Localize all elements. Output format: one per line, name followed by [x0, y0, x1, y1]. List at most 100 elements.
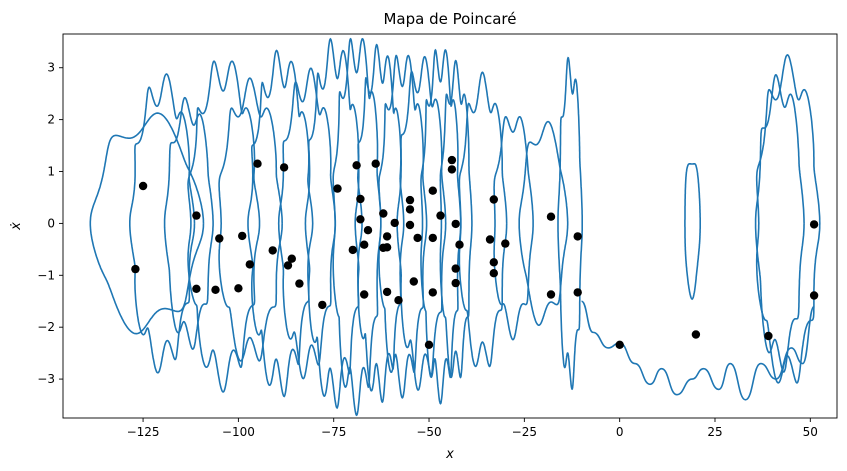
poincare-point	[360, 240, 369, 249]
poincare-point	[546, 212, 556, 221]
y-tick-label: 2	[47, 113, 55, 127]
poincare-point	[287, 254, 296, 263]
poincare-point	[215, 234, 224, 243]
poincare-point	[238, 231, 247, 241]
x-axis-label: x	[445, 447, 454, 462]
trajectory-loop-4	[218, 77, 283, 362]
poincare-point	[382, 287, 392, 297]
y-tick-label: −3	[37, 372, 55, 386]
poincare-point	[489, 195, 498, 204]
poincare-point	[363, 226, 373, 235]
poincare-point	[379, 209, 388, 218]
y-tick-label: −2	[37, 320, 55, 334]
poincare-point	[131, 264, 140, 274]
poincare-point	[424, 340, 434, 349]
poincare-point	[382, 232, 392, 241]
poincare-point	[573, 232, 582, 241]
poincare-point	[485, 235, 495, 244]
poincare-point	[405, 220, 415, 230]
trajectory-loop-17	[557, 56, 584, 391]
trajectory-loop-15	[493, 116, 534, 341]
chart-title: Mapa de Poincaré	[383, 10, 516, 28]
poincare-point	[451, 278, 460, 288]
trajectory-loop-1	[129, 73, 196, 374]
y-tick-label: 0	[47, 216, 55, 230]
poincare-point	[615, 340, 624, 349]
poincare-point	[138, 181, 148, 191]
trajectory-layer	[89, 37, 821, 417]
x-axis: −125 −100 −75 −50 −25 0 25 50	[127, 418, 818, 439]
poincare-point	[333, 184, 342, 193]
trajectory-loop-20	[755, 54, 821, 384]
poincare-point	[451, 219, 460, 229]
trajectory-loop-19	[754, 73, 805, 373]
poincare-point	[356, 194, 365, 204]
poincare-point	[428, 288, 437, 297]
trajectory-loop-3	[187, 60, 261, 393]
poincare-point	[573, 288, 582, 297]
trajectory-loop-16	[518, 120, 569, 327]
trajectory-loop-2	[163, 96, 214, 350]
poincare-point	[356, 215, 365, 224]
poincare-point	[447, 165, 457, 174]
x-tick-label: −100	[222, 425, 255, 439]
poincare-point	[234, 284, 243, 293]
poincare-point	[809, 291, 819, 300]
y-tick-label: −1	[37, 268, 55, 282]
poincare-point	[546, 290, 556, 299]
trajectory-loop-5	[247, 49, 314, 398]
trajectory-loop-13	[439, 59, 473, 379]
poincare-point	[253, 159, 262, 168]
poincare-point	[245, 260, 254, 269]
y-tick-label: 1	[47, 165, 55, 179]
x-tick-label: −25	[512, 425, 537, 439]
y-axis-label: ẋ	[9, 222, 24, 231]
poincare-point	[268, 246, 277, 255]
poincare-point	[691, 330, 701, 339]
poincare-point	[809, 220, 819, 229]
poincare-point	[413, 233, 422, 243]
poincare-point	[394, 296, 403, 305]
poincare-point	[211, 285, 220, 294]
poincare-point	[283, 261, 293, 270]
poincare-point	[295, 279, 304, 288]
trajectory-loop-18	[684, 163, 702, 301]
poincare-point	[501, 239, 510, 248]
poincare-point	[451, 264, 460, 273]
poincare-point	[764, 331, 773, 341]
poincare-point	[489, 269, 498, 278]
poincare-point	[371, 159, 380, 168]
poincare-point	[318, 300, 327, 310]
poincare-point	[405, 195, 415, 205]
poincare-point	[348, 245, 357, 255]
x-tick-label: −125	[127, 425, 160, 439]
poincare-point	[382, 243, 392, 252]
poincare-points-layer	[131, 155, 819, 349]
x-tick-label: 0	[616, 425, 624, 439]
trajectory-loop-6	[277, 67, 337, 380]
poincare-point	[279, 163, 289, 172]
trajectory-loop-8	[332, 37, 382, 417]
x-tick-label: 50	[803, 425, 818, 439]
plot-frame	[62, 33, 838, 419]
poincare-point	[447, 155, 457, 165]
poincare-point	[409, 277, 418, 286]
poincare-point	[192, 284, 201, 293]
poincare-point	[405, 205, 415, 214]
x-tick-label: 25	[707, 425, 722, 439]
trajectory-loop-7	[304, 37, 363, 410]
poincare-point	[390, 218, 399, 228]
poincare-point	[428, 233, 437, 243]
trajectory-loop-0	[89, 112, 205, 335]
y-axis: −3 −2 −1 0 1 2 3	[37, 61, 63, 386]
poincare-point	[360, 290, 369, 299]
poincare-point	[352, 161, 361, 170]
poincare-point	[489, 258, 498, 267]
poincare-point	[192, 211, 201, 220]
poincare-point	[455, 240, 464, 249]
x-tick-label: −50	[416, 425, 441, 439]
y-tick-label: 3	[47, 61, 55, 75]
trajectory-loop-9	[354, 43, 405, 404]
trajectory-loop-10	[378, 54, 428, 399]
